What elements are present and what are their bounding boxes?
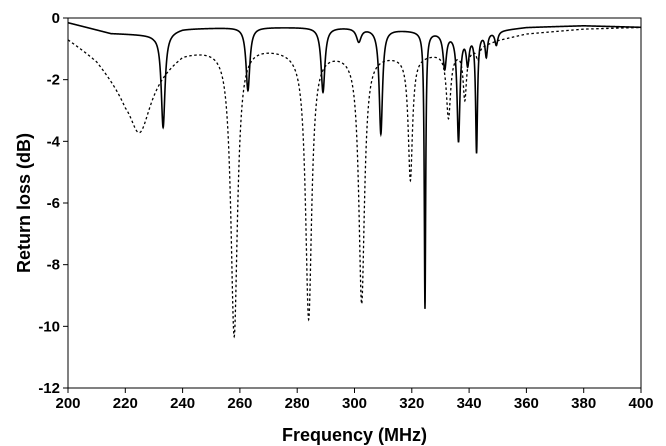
- x-tick-label: 320: [399, 395, 424, 412]
- plot-frame: [67, 17, 642, 389]
- y-tick-label: -12: [38, 380, 60, 397]
- x-tick-label: 400: [628, 395, 653, 412]
- y-axis: 0 -2 -4 -6 -8 -10 -12: [38, 10, 68, 397]
- y-tick-label: -4: [47, 133, 61, 150]
- y-tick-label: 0: [52, 10, 60, 27]
- series-group: [67, 21, 642, 339]
- x-tick-label: 200: [55, 395, 80, 412]
- x-tick-label: 260: [227, 395, 252, 412]
- x-axis: 200 220 240 260 280 300 320 340 360 380 400: [55, 388, 654, 412]
- x-tick-label: 380: [571, 395, 596, 412]
- y-tick-label: -8: [47, 257, 60, 274]
- x-tick-label: 300: [342, 395, 367, 412]
- plot-area: [67, 17, 642, 389]
- y-tick-label: -10: [38, 318, 60, 335]
- dotted-curve: [67, 26, 642, 339]
- solid-curve: [67, 21, 642, 309]
- x-tick-label: 280: [285, 395, 310, 412]
- x-tick-label: 340: [457, 395, 482, 412]
- x-tick-label: 240: [170, 395, 195, 412]
- y-tick-label: -2: [47, 72, 60, 89]
- y-tick-label: -6: [47, 195, 60, 212]
- x-tick-label: 360: [514, 395, 539, 412]
- x-axis-title: Frequency (MHz): [282, 425, 427, 445]
- x-tick-label: 220: [113, 395, 138, 412]
- y-axis-title: Return loss (dB): [14, 133, 34, 273]
